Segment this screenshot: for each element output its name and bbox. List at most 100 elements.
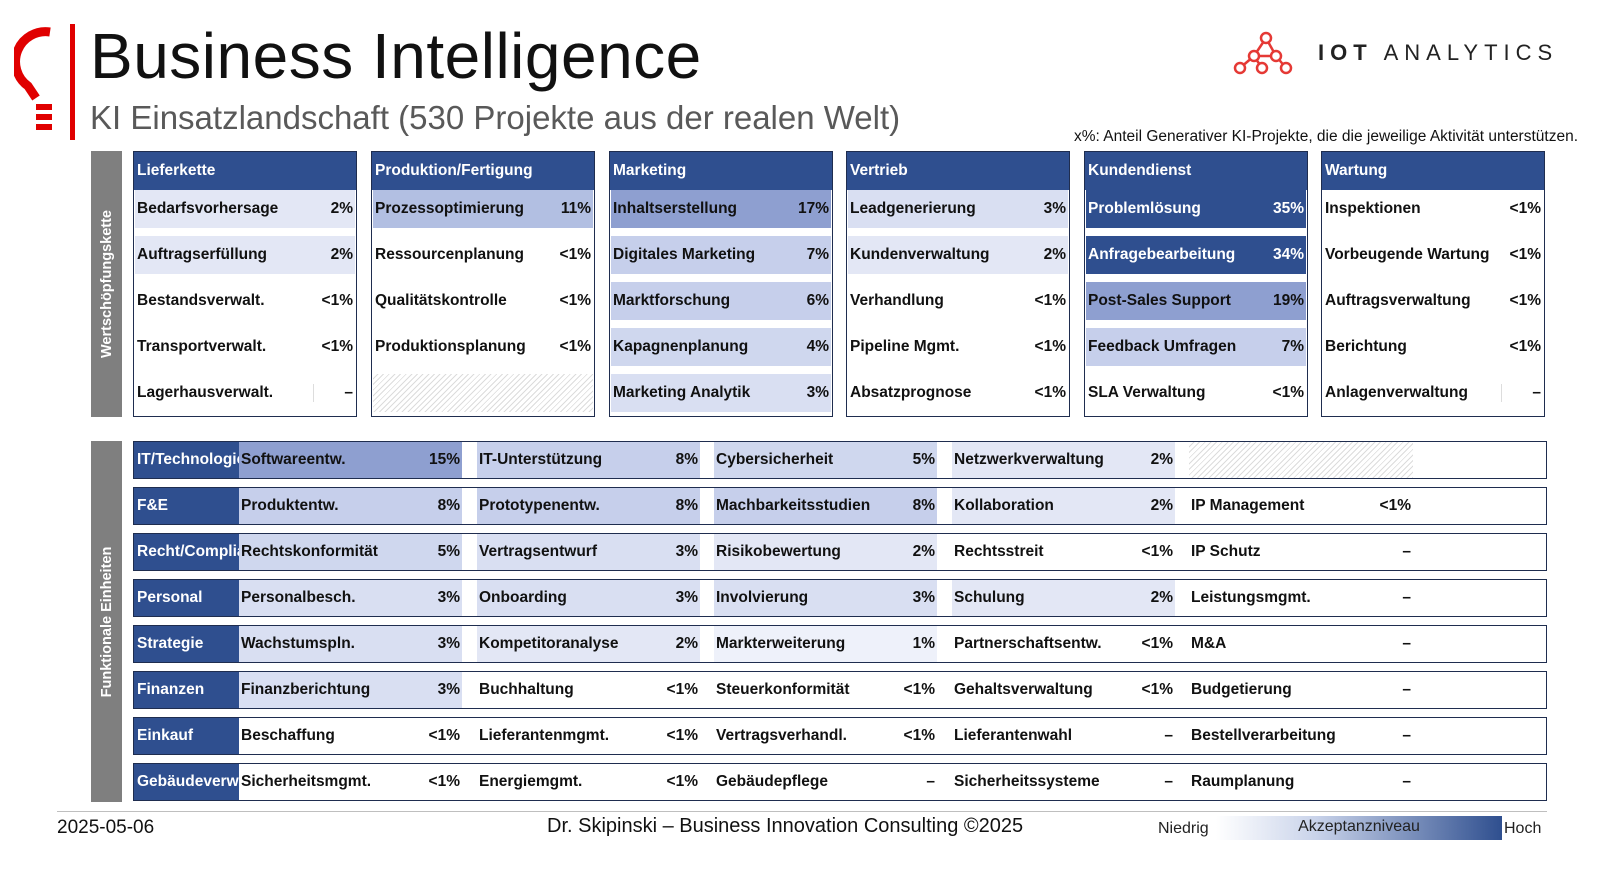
activity-percentage: – xyxy=(1501,384,1543,402)
functional-unit-cell: Raumplanung – xyxy=(1189,764,1413,800)
activity-percentage: 3% xyxy=(675,543,698,560)
activity-label: Feedback Umfragen xyxy=(1088,338,1237,355)
activity-label: IT-Unterstützung xyxy=(479,451,603,468)
activity-percentage: 2% xyxy=(912,543,935,560)
activity-percentage: 2% xyxy=(1150,589,1173,606)
value-chain-cell: Qualitätskontrolle <1% xyxy=(373,282,593,320)
value-chain-column: Marketing Inhaltserstellung 17% Digitales M… xyxy=(609,151,833,417)
functional-unit-cell: Personalbesch. 3% xyxy=(239,580,462,616)
activity-label: Kollaboration xyxy=(954,497,1054,514)
activity-percentage: <1% xyxy=(1272,384,1304,401)
functional-unit-cell: Markterweiterung 1% xyxy=(714,626,937,662)
functional-unit-cell: Netzwerkverwaltung 2% xyxy=(952,442,1175,478)
functional-unit-cell: Rechtskonformität 5% xyxy=(239,534,462,570)
activity-label: Kapagnenplanung xyxy=(613,338,749,355)
activity-label: Budgetierung xyxy=(1191,681,1292,698)
value-chain-column: Produktion/Fertigung Prozessoptimierung 11… xyxy=(371,151,595,417)
activity-percentage: – xyxy=(1164,773,1173,790)
activity-label: Beschaffung xyxy=(241,727,335,744)
activity-label: Prozessoptimierung xyxy=(375,200,524,217)
activity-label: Rechtsstreit xyxy=(954,543,1044,560)
activity-percentage: 8% xyxy=(437,497,460,514)
activity-percentage: 3% xyxy=(675,589,698,606)
activity-label: Post-Sales Support xyxy=(1088,292,1231,309)
activity-label: Risikobewertung xyxy=(716,543,841,560)
functional-unit-row: Personal Personalbesch. 3% Onboarding 3% Invo… xyxy=(133,579,1547,617)
activity-label: Absatzprognose xyxy=(850,384,972,401)
activity-percentage: <1% xyxy=(1509,292,1541,309)
value-chain-cell: Digitales Marketing 7% xyxy=(611,236,831,274)
activity-label: Vertragsentwurf xyxy=(479,543,598,560)
activity-label: Berichtung xyxy=(1325,338,1407,355)
value-chain-cell xyxy=(373,374,593,412)
functional-unit-cell: Vertragsverhandl. <1% xyxy=(714,718,937,754)
column-header: Wartung xyxy=(1322,152,1544,190)
activity-label: SLA Verwaltung xyxy=(1088,384,1206,401)
activity-label: Gebäudepflege xyxy=(716,773,828,790)
functional-unit-cell: Softwareentw. 15% xyxy=(239,442,462,478)
activity-percentage: <1% xyxy=(1379,497,1411,514)
footer-credit: Dr. Skipinski – Business Innovation Cons… xyxy=(547,815,1024,837)
value-chain-column: Vertrieb Leadgenerierung 3% Kundenverwaltun… xyxy=(846,151,1070,417)
activity-label: Auftragsverwaltung xyxy=(1325,292,1471,309)
activity-percentage: 5% xyxy=(437,543,460,560)
functional-unit-cell: Vertragsentwurf 3% xyxy=(477,534,700,570)
activity-percentage: – xyxy=(1402,635,1411,652)
value-chain-cell: Problemlösung 35% xyxy=(1086,190,1306,228)
activity-label: Bestandsverwalt. xyxy=(137,292,265,309)
activity-percentage: 15% xyxy=(428,451,460,468)
title-accent-bar xyxy=(70,24,75,140)
activity-percentage: <1% xyxy=(1034,292,1066,309)
activity-percentage: <1% xyxy=(903,681,935,698)
activity-label: M&A xyxy=(1191,635,1227,652)
value-chain-cell: Inspektionen <1% xyxy=(1323,190,1543,228)
activity-percentage: <1% xyxy=(321,292,353,309)
activity-label: Partnerschaftsentw. xyxy=(954,635,1102,652)
column-header: Kundendienst xyxy=(1085,152,1307,190)
activity-label: Leistungsmgmt. xyxy=(1191,589,1311,606)
activity-percentage: <1% xyxy=(666,727,698,744)
activity-percentage: 17% xyxy=(797,200,829,217)
functional-unit-cell: Prototypenentw. 8% xyxy=(477,488,700,524)
activity-label: Softwareentw. xyxy=(241,451,346,468)
activity-percentage: – xyxy=(1402,681,1411,698)
activity-percentage: 3% xyxy=(912,589,935,606)
value-chain-column: Lieferkette Bedarfsvorhersage 2% Auftragser… xyxy=(133,151,357,417)
activity-percentage: 3% xyxy=(437,589,460,606)
functional-unit-cell: Wachstumspln. 3% xyxy=(239,626,462,662)
activity-percentage: 2% xyxy=(1150,497,1173,514)
value-chain-cell: Inhaltserstellung 17% xyxy=(611,190,831,228)
activity-label: Onboarding xyxy=(479,589,567,606)
functional-unit-row: Einkauf Beschaffung <1% Lieferantenmgmt. <1%… xyxy=(133,717,1547,755)
activity-percentage: – xyxy=(1402,543,1411,560)
functional-unit-cell: Budgetierung – xyxy=(1189,672,1413,708)
activity-label: Machbarkeitsstudien xyxy=(716,497,871,514)
activity-percentage: 2% xyxy=(330,246,353,263)
functional-unit-cell: IT-Unterstützung 8% xyxy=(477,442,700,478)
functional-unit-row: Recht/Compliance Rechtskonformität 5% Vertr… xyxy=(133,533,1547,571)
activity-label: Kompetitoranalyse xyxy=(479,635,619,652)
activity-percentage: 1% xyxy=(912,635,935,652)
activity-label: Cybersicherheit xyxy=(716,451,834,468)
functional-unit-cell: M&A – xyxy=(1189,626,1413,662)
column-header: Produktion/Fertigung xyxy=(372,152,594,190)
activity-percentage: 6% xyxy=(806,292,829,309)
activity-label: Kundenverwaltung xyxy=(850,246,990,263)
activity-label: IP Schutz xyxy=(1191,543,1261,560)
activity-label: Bestellverarbeitung xyxy=(1191,727,1336,744)
activity-label: Pipeline Mgmt. xyxy=(850,338,960,355)
activity-label: Energiemgmt. xyxy=(479,773,583,790)
brand-logo: IOT ANALYTICS xyxy=(1232,30,1558,76)
activity-percentage: – xyxy=(1164,727,1173,744)
functional-unit-cell: Risikobewertung 2% xyxy=(714,534,937,570)
functional-unit-row: Gebäudeverw. Sicherheitsmgmt. <1% Energiemg… xyxy=(133,763,1547,801)
functional-unit-cell: Steuerkonformität <1% xyxy=(714,672,937,708)
activity-percentage: – xyxy=(313,384,355,402)
activity-percentage: 35% xyxy=(1272,200,1304,217)
value-chain-cell: Produktionsplanung <1% xyxy=(373,328,593,366)
functional-unit-cell: Bestellverarbeitung – xyxy=(1189,718,1413,754)
value-chain-cell: Leadgenerierung 3% xyxy=(848,190,1068,228)
activity-percentage: 8% xyxy=(675,451,698,468)
page-subtitle: KI Einsatzlandschaft (530 Projekte aus d… xyxy=(90,99,901,136)
functional-unit-cell: Lieferantenwahl – xyxy=(952,718,1175,754)
